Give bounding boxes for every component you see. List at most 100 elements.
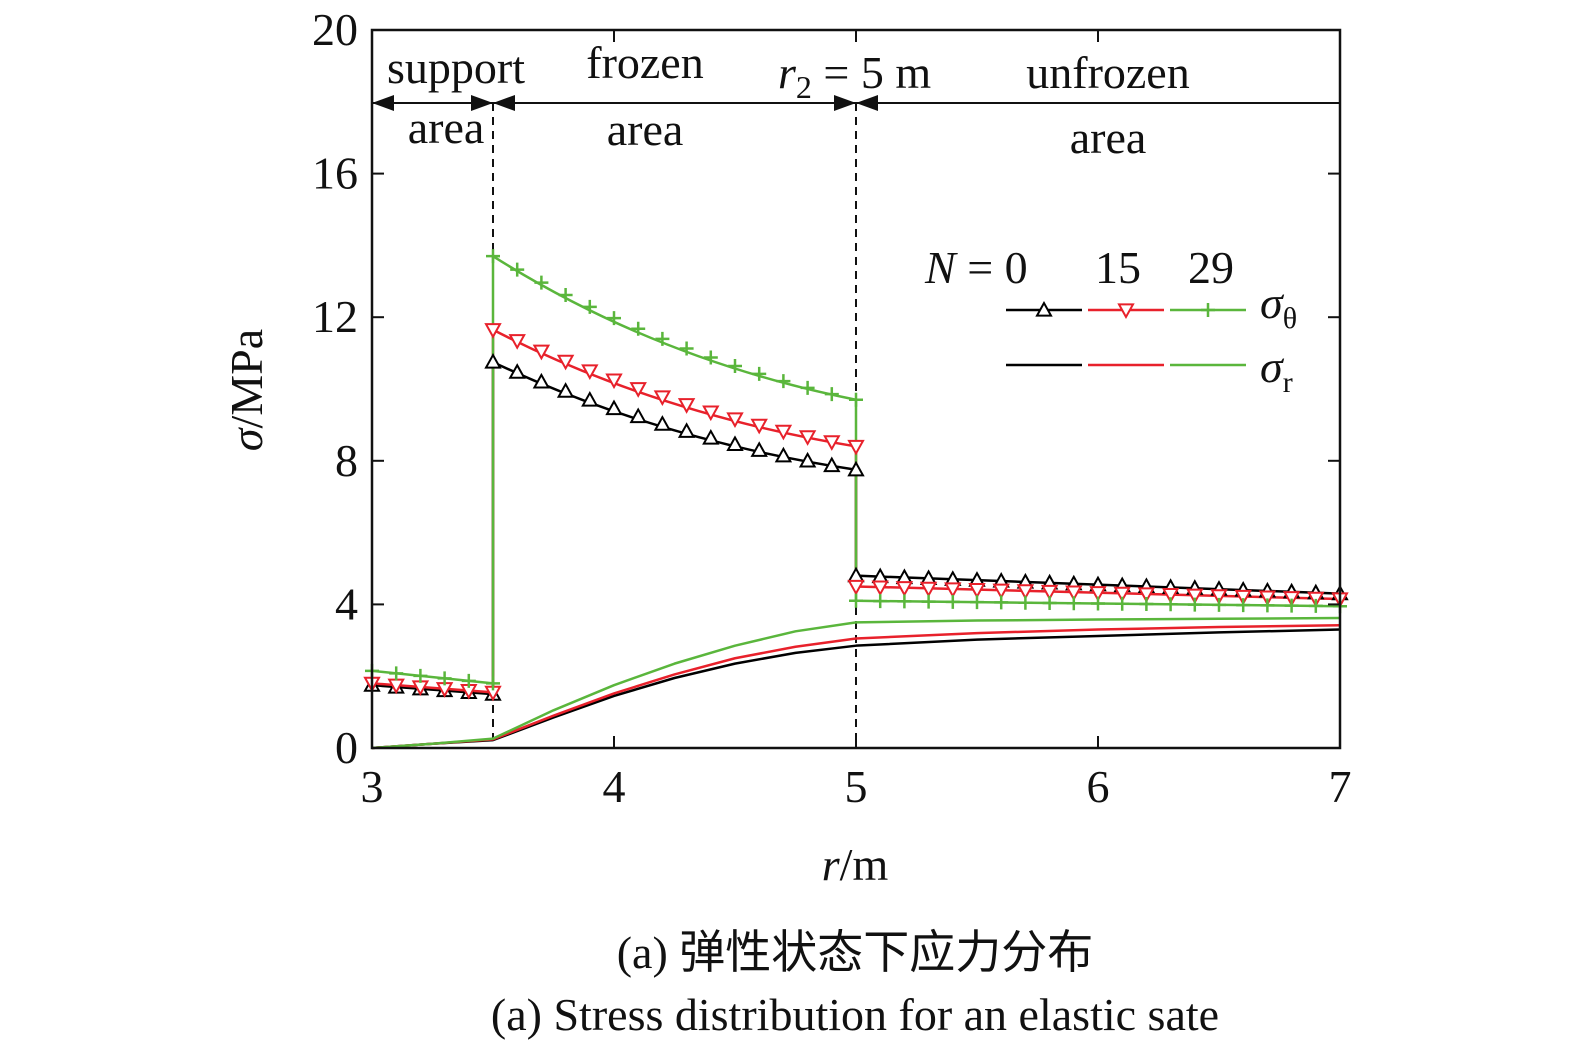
x-tick-label-3: 6 (1087, 761, 1110, 812)
marker-sigma_theta-n15-22 (847, 579, 865, 596)
marker-sigma_theta-n29-21 (849, 392, 863, 407)
marker-sigma_theta-n29-12 (631, 321, 646, 336)
series-line-sigma_r-n15 (371, 623, 1341, 750)
marker-sigma_theta-n0-11 (605, 399, 623, 416)
x-tick-label-4: 7 (1329, 761, 1352, 812)
marker-sigma_theta-n15-24 (895, 581, 914, 597)
legend-n15: 15 (1095, 242, 1141, 293)
marker-sigma_theta-n0-10 (581, 391, 599, 407)
marker-sigma_theta-n29-5 (486, 249, 500, 264)
marker-sigma_theta-n0-16 (726, 435, 744, 452)
marker-sigma_theta-n29-8 (534, 275, 549, 290)
marker-sigma_theta-n15-36 (1186, 588, 1204, 605)
marker-sigma_theta-n15-23 (871, 580, 889, 597)
y-tick-label-0: 0 (335, 722, 358, 773)
tick-labels: 3 4 5 6 7 0 4 8 12 16 20 (312, 4, 1352, 812)
marker-sigma_theta-n15-32 (1089, 586, 1107, 602)
marker-sigma_theta-n29-33 (1115, 596, 1130, 611)
legend-n-label: N = 0 (924, 242, 1028, 293)
caption-en: (a) Stress distribution for an elastic s… (491, 989, 1219, 1040)
marker-sigma_theta-n29-10 (582, 299, 597, 314)
x-tick-label-0: 3 (361, 761, 384, 812)
arrowhead-frozen-left (493, 95, 515, 111)
marker-sigma_theta-n29-19 (800, 380, 815, 395)
marker-sigma_theta-n29-25 (921, 594, 936, 609)
marker-sigma_theta-n0-8 (532, 372, 551, 389)
legend-sigma-r: σr (1260, 341, 1293, 399)
marker-sigma_theta-n15-18 (774, 424, 793, 441)
marker-sigma_theta-n15-19 (798, 430, 817, 446)
marker-sigma_theta-n0-18 (774, 446, 793, 463)
region-unfrozen-line1: unfrozen (1026, 47, 1189, 98)
x-tick-label-2: 5 (845, 761, 868, 812)
y-tick-label-5: 20 (312, 4, 358, 55)
marker-sigma_theta-n29-30 (1042, 595, 1057, 610)
marker-sigma_theta-n29-36 (1187, 597, 1202, 612)
marker-sigma_theta-n0-17 (750, 441, 768, 457)
marker-sigma_theta-n0-15 (702, 429, 720, 445)
y-axis-label-unit: /MPa (221, 329, 272, 429)
marker-sigma_theta-n0-14 (677, 422, 696, 438)
x-axis-label-unit: /m (840, 839, 889, 890)
marker-sigma_theta-n29-13 (655, 331, 670, 346)
marker-sigma_theta-n29-29 (1018, 595, 1033, 610)
marker-sigma_theta-n15-15 (702, 405, 720, 422)
marker-sigma_theta-n15-9 (556, 354, 575, 371)
marker-sigma_theta-n15-12 (629, 382, 647, 398)
marker-sigma_theta-n29-22 (849, 593, 863, 608)
region-unfrozen-line2: area (1070, 112, 1147, 163)
marker-sigma_theta-n29-32 (1091, 596, 1105, 611)
marker-sigma_theta-n29-35 (1163, 597, 1178, 612)
marker-sigma_theta-n15-14 (677, 398, 696, 414)
marker-sigma_theta-n15-37 (1210, 589, 1228, 605)
marker-sigma_theta-n29-40 (1284, 598, 1299, 613)
marker-sigma_theta-n15-30 (1040, 584, 1059, 601)
marker-sigma_theta-n29-20 (824, 387, 839, 402)
marker-sigma_theta-n15-8 (532, 344, 551, 361)
marker-sigma_theta-n29-27 (970, 595, 984, 610)
legend-n29: 29 (1188, 242, 1234, 293)
marker-sigma_theta-n29-11 (607, 311, 621, 326)
region-support-line2: area (408, 102, 485, 153)
marker-sigma_theta-n15-16 (726, 412, 744, 429)
marker-sigma_theta-n29-1 (389, 666, 404, 681)
marker-sigma_theta-n15-13 (653, 390, 672, 407)
marker-sigma_theta-n15-28 (992, 583, 1010, 600)
legend: N = 0 15 29 σθ σr (924, 242, 1297, 399)
marker-sigma_theta-n29-26 (945, 594, 960, 609)
marker-sigma_theta-n29-2 (413, 668, 428, 683)
boundary-label-sub: 2 (796, 69, 812, 105)
marker-sigma_theta-n15-25 (919, 581, 938, 598)
marker-sigma_theta-n15-21 (847, 439, 865, 456)
marker-sigma_theta-n15-5 (484, 323, 502, 339)
arrowhead-frozen-right (834, 95, 856, 111)
marker-sigma_theta-n15-40 (1282, 591, 1301, 607)
marker-sigma_theta-n29-18 (776, 374, 791, 389)
legend-sigma-theta: σθ (1260, 277, 1297, 335)
marker-sigma_theta-n29-4 (461, 673, 476, 688)
x-axis-label: r/m (822, 839, 889, 890)
marker-sigma_theta-n29-15 (703, 350, 718, 365)
legend-marker-0 (1035, 300, 1053, 317)
y-axis-label-var: σ (221, 426, 272, 451)
marker-sigma_theta-n29-28 (994, 595, 1009, 610)
marker-layer (363, 249, 1349, 702)
marker-sigma_theta-n29-6 (486, 676, 500, 691)
marker-sigma_theta-n15-34 (1137, 587, 1156, 604)
y-tick-label-1: 4 (335, 578, 358, 629)
marker-sigma_theta-n0-13 (653, 415, 672, 431)
marker-sigma_theta-n15-20 (823, 435, 841, 451)
boundary-label: r2 = 5 m (778, 47, 931, 105)
marker-sigma_theta-n15-33 (1113, 586, 1131, 603)
marker-sigma_theta-n15-26 (944, 582, 962, 599)
arrowhead-support-right (471, 95, 493, 111)
marker-sigma_theta-n0-5 (484, 353, 502, 369)
marker-sigma_theta-n15-10 (581, 364, 599, 380)
region-frozen-line1: frozen (586, 37, 703, 88)
marker-sigma_theta-n29-41 (1308, 598, 1323, 613)
marker-sigma_theta-n29-37 (1212, 597, 1226, 612)
marker-sigma_theta-n29-3 (437, 671, 452, 686)
marker-sigma_theta-n0-7 (508, 363, 526, 379)
x-axis-label-var: r (822, 839, 841, 890)
